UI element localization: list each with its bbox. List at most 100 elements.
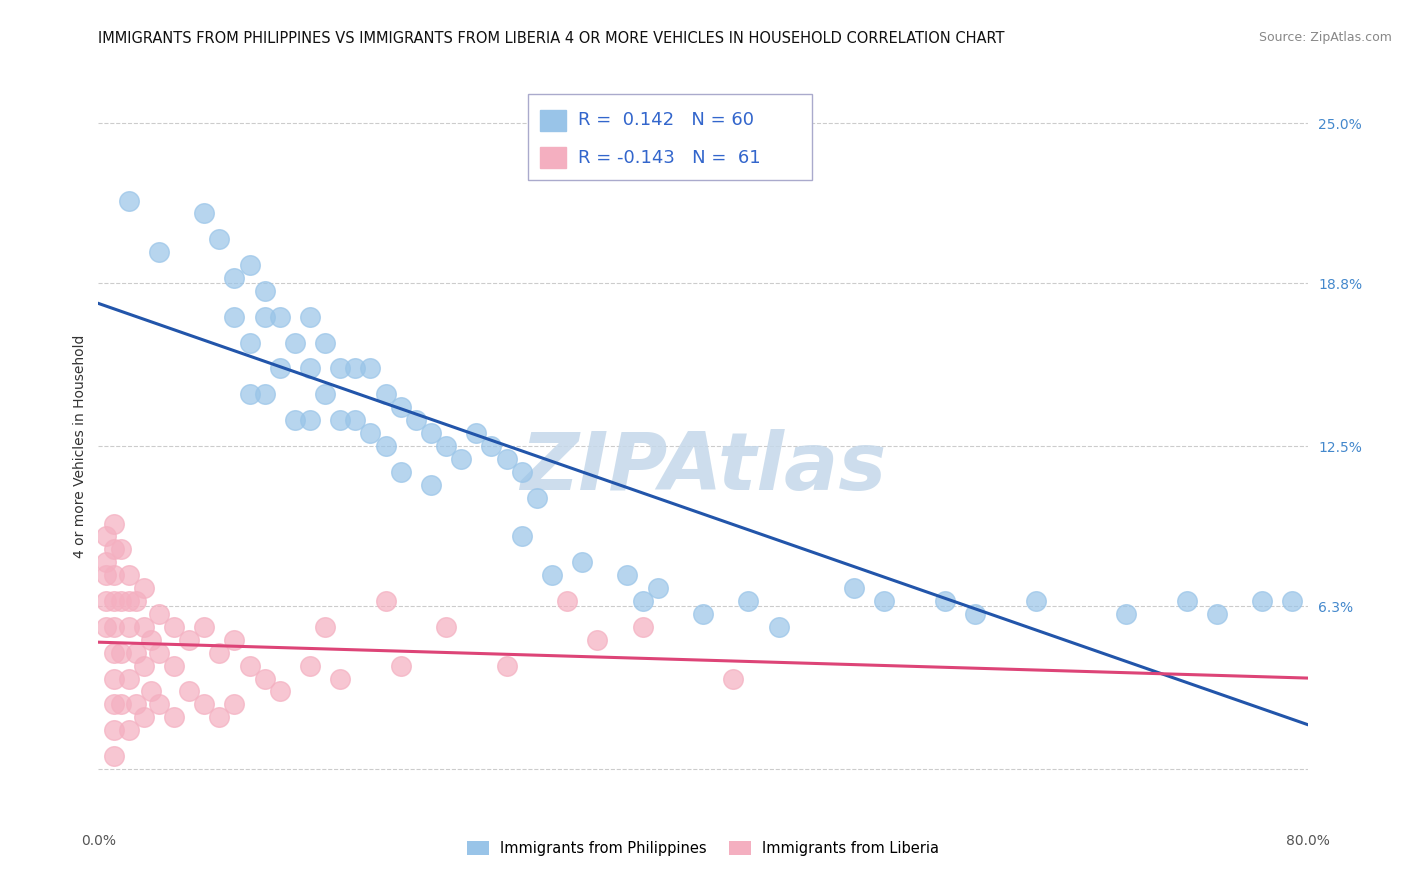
Point bbox=[481, 439, 503, 453]
Point bbox=[1115, 607, 1137, 621]
Point bbox=[103, 749, 125, 764]
Point bbox=[389, 401, 412, 415]
Point bbox=[873, 594, 896, 608]
Point bbox=[1024, 594, 1046, 608]
Point bbox=[540, 568, 562, 582]
Point bbox=[389, 465, 412, 479]
Point bbox=[586, 632, 609, 647]
Point bbox=[103, 698, 125, 712]
Point bbox=[1206, 607, 1229, 621]
Point bbox=[510, 465, 533, 479]
Point bbox=[103, 594, 125, 608]
FancyBboxPatch shape bbox=[527, 94, 811, 180]
Point bbox=[239, 387, 262, 401]
Point bbox=[329, 413, 352, 427]
Point bbox=[374, 439, 396, 453]
Point bbox=[389, 658, 412, 673]
Point bbox=[253, 310, 276, 324]
Point bbox=[314, 387, 336, 401]
Point bbox=[934, 594, 956, 608]
Point bbox=[132, 581, 155, 595]
Point bbox=[269, 310, 291, 324]
Point bbox=[1175, 594, 1198, 608]
Legend: Immigrants from Philippines, Immigrants from Liberia: Immigrants from Philippines, Immigrants … bbox=[461, 836, 945, 862]
Point bbox=[526, 491, 548, 505]
Point bbox=[125, 646, 148, 660]
Point bbox=[314, 335, 336, 350]
Point bbox=[420, 426, 443, 441]
Point bbox=[208, 710, 231, 724]
Point bbox=[284, 335, 307, 350]
Point bbox=[299, 658, 322, 673]
Point bbox=[965, 607, 987, 621]
Point bbox=[179, 632, 201, 647]
Point bbox=[103, 620, 125, 634]
Point bbox=[405, 413, 427, 427]
Point bbox=[179, 684, 201, 698]
Point bbox=[193, 620, 215, 634]
Point bbox=[103, 542, 125, 557]
Point bbox=[208, 646, 231, 660]
Point bbox=[329, 361, 352, 376]
Point bbox=[148, 646, 170, 660]
Point bbox=[163, 710, 186, 724]
Point bbox=[224, 271, 246, 285]
Point bbox=[360, 361, 382, 376]
Point bbox=[141, 684, 163, 698]
Point bbox=[465, 426, 488, 441]
Point bbox=[420, 477, 443, 491]
Point bbox=[163, 658, 186, 673]
Point bbox=[314, 620, 336, 634]
Point bbox=[132, 710, 155, 724]
Point bbox=[110, 698, 132, 712]
Point bbox=[299, 413, 322, 427]
Point bbox=[132, 658, 155, 673]
Point bbox=[163, 620, 186, 634]
Point bbox=[193, 698, 215, 712]
Point bbox=[118, 723, 141, 738]
Point bbox=[768, 620, 790, 634]
Point bbox=[110, 594, 132, 608]
Point bbox=[360, 426, 382, 441]
Text: IMMIGRANTS FROM PHILIPPINES VS IMMIGRANTS FROM LIBERIA 4 OR MORE VEHICLES IN HOU: IMMIGRANTS FROM PHILIPPINES VS IMMIGRANT… bbox=[98, 31, 1005, 46]
Y-axis label: 4 or more Vehicles in Household: 4 or more Vehicles in Household bbox=[73, 334, 87, 558]
Point bbox=[141, 632, 163, 647]
Point bbox=[434, 620, 457, 634]
Point bbox=[94, 529, 117, 543]
Point bbox=[510, 529, 533, 543]
Point bbox=[495, 658, 517, 673]
Point bbox=[125, 594, 148, 608]
Point bbox=[299, 361, 322, 376]
Point bbox=[118, 568, 141, 582]
Point bbox=[208, 232, 231, 246]
Point bbox=[647, 581, 669, 595]
Point bbox=[269, 361, 291, 376]
Text: ZIPAtlas: ZIPAtlas bbox=[520, 429, 886, 508]
Point bbox=[103, 723, 125, 738]
Point bbox=[118, 194, 141, 208]
Point bbox=[118, 620, 141, 634]
Point bbox=[737, 594, 759, 608]
Point bbox=[148, 607, 170, 621]
Point bbox=[374, 594, 396, 608]
Point bbox=[110, 542, 132, 557]
Point bbox=[110, 646, 132, 660]
Point bbox=[118, 672, 141, 686]
Point bbox=[239, 335, 262, 350]
Point bbox=[94, 568, 117, 582]
Point bbox=[631, 594, 654, 608]
Text: R = -0.143   N =  61: R = -0.143 N = 61 bbox=[578, 149, 761, 167]
Point bbox=[94, 555, 117, 569]
Point bbox=[148, 245, 170, 260]
Point bbox=[299, 310, 322, 324]
Point bbox=[1251, 594, 1274, 608]
Point bbox=[284, 413, 307, 427]
Point bbox=[103, 516, 125, 531]
Point bbox=[723, 672, 745, 686]
Text: Source: ZipAtlas.com: Source: ZipAtlas.com bbox=[1258, 31, 1392, 45]
Point bbox=[344, 361, 367, 376]
Point bbox=[132, 620, 155, 634]
Point bbox=[94, 620, 117, 634]
Text: R =  0.142   N = 60: R = 0.142 N = 60 bbox=[578, 112, 755, 129]
Point bbox=[103, 568, 125, 582]
